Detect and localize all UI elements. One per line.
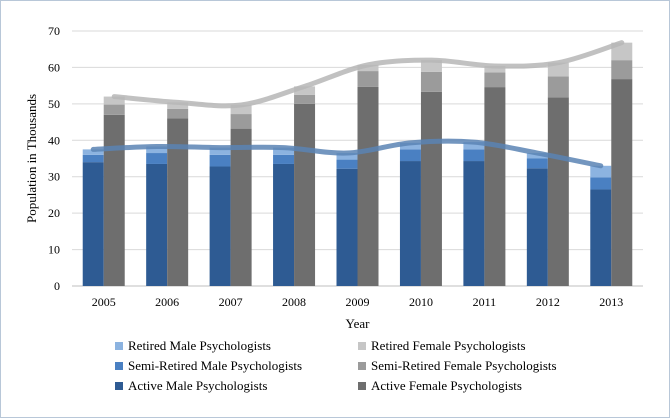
bar-female-active-female-psychologists-2007 (230, 128, 252, 286)
y-tick-label: 10 (48, 243, 60, 257)
bar-male-semi-retired-male-psychologists-2006 (146, 153, 168, 164)
y-tick-label: 40 (48, 133, 60, 147)
bar-male-semi-retired-male-psychologists-2012 (526, 158, 548, 169)
legend-swatch (358, 362, 366, 370)
x-tick-label: 2013 (599, 295, 623, 309)
legend-swatch (115, 382, 123, 390)
bar-female-semi-retired-female-psychologists-2013 (611, 60, 633, 80)
legend-swatch (358, 382, 366, 390)
bar-male-active-male-psychologists-2010 (399, 161, 421, 286)
legend-item: Semi-Retired Male Psychologists (128, 358, 302, 373)
bar-female-retired-female-psychologists-2008 (294, 86, 316, 95)
bar-male-active-male-psychologists-2009 (336, 168, 358, 286)
y-tick-label: 30 (48, 170, 60, 184)
bar-male-semi-retired-male-psychologists-2010 (399, 149, 421, 162)
y-tick-label: 50 (48, 97, 60, 111)
bar-female-semi-retired-female-psychologists-2005 (103, 104, 125, 115)
bar-female-retired-female-psychologists-2005 (103, 96, 125, 105)
legend-item: Active Female Psychologists (371, 378, 522, 393)
bar-male-retired-male-psychologists-2005 (82, 149, 104, 155)
trend-line-female (111, 40, 625, 109)
bar-female-active-female-psychologists-2012 (547, 97, 569, 286)
legend-item: Semi-Retired Female Psychologists (371, 358, 557, 373)
y-tick-label: 0 (54, 279, 60, 293)
bar-female-semi-retired-female-psychologists-2011 (484, 72, 506, 88)
bar-male-retired-male-psychologists-2011 (463, 142, 485, 150)
bar-female-semi-retired-female-psychologists-2010 (420, 71, 442, 92)
bar-female-semi-retired-female-psychologists-2008 (294, 94, 316, 104)
bar-male-retired-male-psychologists-2007 (209, 147, 231, 155)
legend-item: Active Male Psychologists (128, 378, 267, 393)
y-axis-label: Population in Thousands (24, 94, 39, 223)
bar-male-retired-male-psychologists-2010 (399, 142, 421, 150)
x-tick-label: 2009 (346, 295, 370, 309)
bar-female-retired-female-psychologists-2012 (547, 62, 569, 77)
x-tick-label: 2006 (155, 295, 179, 309)
bar-male-semi-retired-male-psychologists-2008 (273, 154, 295, 164)
y-tick-label: 70 (48, 24, 60, 38)
bar-male-active-male-psychologists-2012 (526, 168, 548, 286)
bar-male-retired-male-psychologists-2006 (146, 146, 168, 154)
bar-male-retired-male-psychologists-2012 (526, 153, 548, 159)
bar-male-retired-male-psychologists-2009 (336, 153, 358, 160)
y-tick-label: 20 (48, 206, 60, 220)
bar-male-active-male-psychologists-2008 (273, 163, 295, 286)
bar-female-active-female-psychologists-2006 (167, 118, 189, 286)
bar-female-retired-female-psychologists-2007 (230, 104, 252, 115)
trend-line-male (90, 138, 604, 169)
x-axis-label: Year (346, 316, 371, 331)
bar-male-semi-retired-male-psychologists-2005 (82, 154, 104, 163)
bar-female-retired-female-psychologists-2011 (484, 65, 506, 73)
bar-male-active-male-psychologists-2011 (463, 161, 485, 286)
x-tick-label: 2010 (409, 295, 433, 309)
legend-item: Retired Female Psychologists (371, 338, 526, 353)
x-tick-label: 2005 (92, 295, 116, 309)
bar-male-semi-retired-male-psychologists-2007 (209, 154, 231, 167)
x-tick-label: 2007 (219, 295, 243, 309)
legend-swatch (115, 342, 123, 350)
bar-female-active-female-psychologists-2011 (484, 87, 506, 286)
bar-female-active-female-psychologists-2008 (294, 103, 316, 286)
bar-female-semi-retired-female-psychologists-2012 (547, 76, 569, 98)
bar-female-semi-retired-female-psychologists-2006 (167, 108, 189, 119)
bar-male-active-male-psychologists-2007 (209, 166, 231, 286)
x-tick-label: 2012 (536, 295, 560, 309)
bar-female-retired-female-psychologists-2006 (167, 102, 189, 109)
bar-female-retired-female-psychologists-2009 (357, 64, 379, 72)
legend-swatch (358, 342, 366, 350)
x-tick-label: 2008 (282, 295, 306, 309)
bar-female-active-female-psychologists-2010 (420, 91, 442, 286)
legend-item: Retired Male Psychologists (128, 338, 271, 353)
bar-male-active-male-psychologists-2005 (82, 162, 104, 286)
bar-female-semi-retired-female-psychologists-2007 (230, 114, 252, 129)
bar-male-semi-retired-male-psychologists-2011 (463, 149, 485, 162)
bar-male-retired-male-psychologists-2013 (590, 165, 612, 178)
legend-swatch (115, 362, 123, 370)
y-tick-label: 60 (48, 60, 60, 74)
bar-female-active-female-psychologists-2013 (611, 79, 633, 286)
bar-female-active-female-psychologists-2005 (103, 114, 125, 287)
bar-male-semi-retired-male-psychologists-2013 (590, 177, 612, 190)
bar-female-active-female-psychologists-2009 (357, 86, 379, 286)
bar-female-semi-retired-female-psychologists-2009 (357, 71, 379, 87)
bar-male-active-male-psychologists-2013 (590, 189, 612, 286)
bar-female-retired-female-psychologists-2010 (420, 60, 442, 72)
bar-male-semi-retired-male-psychologists-2009 (336, 159, 358, 169)
x-tick-label: 2011 (473, 295, 497, 309)
bar-male-active-male-psychologists-2006 (146, 163, 168, 286)
bar-male-retired-male-psychologists-2008 (273, 147, 295, 155)
